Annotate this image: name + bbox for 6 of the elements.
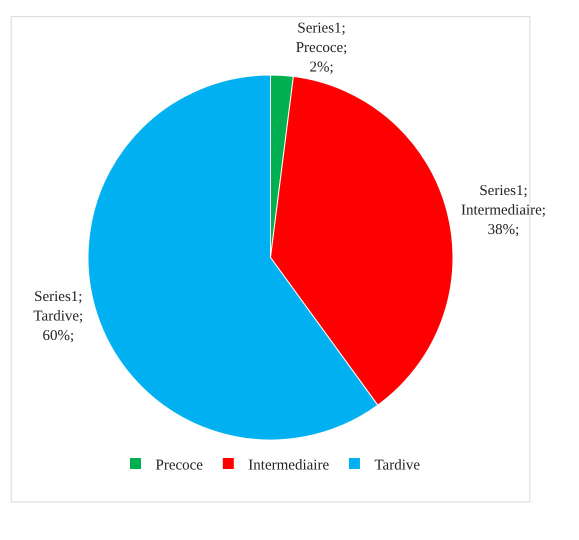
data-label: Series1; Intermediaire; 38%; xyxy=(461,182,546,238)
data-label: Series1; Tardive; 60%; xyxy=(33,289,84,344)
data-label: Series1; Precoce; 2%; xyxy=(296,20,348,76)
legend-label: Tardive xyxy=(374,457,420,474)
legend-label: Precoce xyxy=(156,457,204,474)
legend-label: Intermediaire xyxy=(248,457,330,474)
